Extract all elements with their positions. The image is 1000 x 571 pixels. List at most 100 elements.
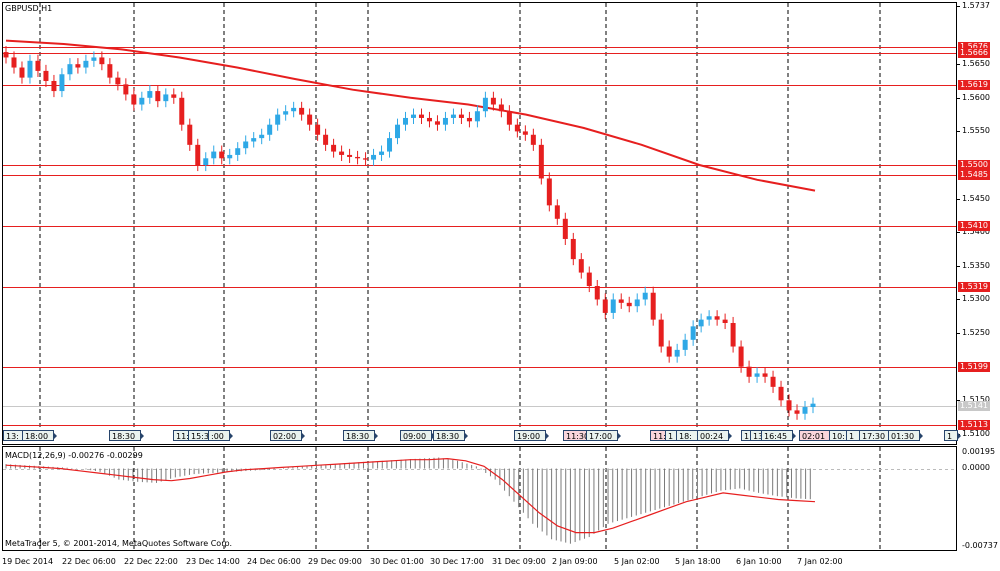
candle-body [490, 97, 496, 105]
indicator-min-label: -0.00737 [962, 541, 998, 550]
time-axis-label: 31 Dec 09:00 [492, 557, 546, 566]
time-axis-label: 5 Jan 18:00 [675, 557, 721, 566]
price-axis-label: 1.5600 [962, 93, 990, 102]
time-axis-label: 5 Jan 02:00 [614, 557, 660, 566]
candle-body [347, 154, 353, 157]
candle-body [714, 316, 720, 320]
candle-body [514, 124, 520, 132]
price-axis-label: 1.5250 [962, 328, 990, 337]
event-flag[interactable]: 02:00 [270, 430, 306, 441]
candle-body [498, 104, 504, 112]
candle-body [395, 124, 401, 139]
event-flag[interactable]: 19:00 [514, 430, 550, 441]
candle-body [83, 60, 89, 68]
candle-body [379, 151, 385, 155]
candle-body [35, 60, 41, 71]
candle-body [530, 134, 536, 145]
candle-body [642, 292, 648, 300]
candle-body [59, 74, 65, 92]
event-flag[interactable]: 01:30 [888, 430, 924, 441]
event-flag[interactable]: 18: [676, 430, 701, 441]
candle-body [75, 64, 81, 68]
candle-body [810, 403, 816, 408]
event-flag[interactable]: 00:24 [697, 430, 733, 441]
time-axis-label: 2 Jan 09:00 [552, 557, 598, 566]
time-axis-label: 30 Dec 01:00 [370, 557, 424, 566]
candle-body [538, 144, 544, 179]
candle-body [754, 373, 760, 377]
event-flag[interactable]: 18:30 [109, 430, 145, 441]
time-axis-label: 19 Dec 2014 [2, 557, 54, 566]
time-axis-label: 29 Dec 09:00 [308, 557, 362, 566]
price-axis-label: 1.5550 [962, 126, 990, 135]
candle-body [722, 319, 728, 323]
time-axis-label: 22 Dec 06:00 [62, 557, 116, 566]
time-axis-label: 23 Dec 14:00 [186, 557, 240, 566]
candle-body [770, 376, 776, 387]
time-axis-label: 30 Dec 17:00 [430, 557, 484, 566]
candle-body [786, 400, 792, 411]
candle-body [794, 410, 800, 414]
candle-body [123, 84, 129, 95]
candle-body [762, 373, 768, 377]
candle-body [355, 156, 361, 159]
event-flag[interactable]: 1 [944, 430, 962, 441]
event-flag[interactable]: 18:30 [343, 430, 379, 441]
candle-body [19, 67, 25, 78]
candle-body [658, 319, 664, 347]
event-flag[interactable]: 16:45 [761, 430, 797, 441]
candle-body [746, 366, 752, 377]
candle-body [594, 286, 600, 300]
candle-body [227, 154, 233, 159]
price-level-tag: 1.5199 [958, 362, 990, 372]
candle-body [698, 319, 704, 327]
candle-body [11, 57, 17, 68]
event-flag[interactable]: 17:30 [859, 430, 895, 441]
time-axis-label: 24 Dec 06:00 [247, 557, 301, 566]
candle-body [131, 94, 137, 105]
price-level-tag: 1.5319 [958, 282, 990, 292]
event-flag[interactable]: 17:00 [586, 430, 622, 441]
candle-body [482, 97, 488, 112]
candle-body [267, 124, 273, 135]
candle-body [466, 117, 472, 122]
candle-body [730, 322, 736, 347]
candle-body [650, 292, 656, 320]
candle-body [450, 114, 456, 118]
candle-body [634, 299, 640, 307]
price-axis-label: 1.5350 [962, 261, 990, 270]
copyright-text: MetaTrader 5, © 2001-2014, MetaQuotes So… [5, 539, 233, 548]
candle-body [163, 94, 169, 102]
candle-body [778, 386, 784, 401]
event-flag[interactable]: 09:00 [400, 430, 436, 441]
price-level-tag: 1.5676 [958, 42, 990, 52]
candle-body [187, 124, 193, 145]
price-axis-label: 1.5100 [962, 429, 990, 438]
candle-body [682, 339, 688, 350]
candle-body [666, 346, 672, 357]
candle-body [3, 52, 9, 58]
price-chart-area[interactable] [2, 2, 957, 445]
candle-body [179, 97, 185, 125]
event-flag[interactable]: 02:01 [799, 430, 835, 441]
event-flag[interactable]: 18:30 [433, 430, 469, 441]
candle-body [43, 70, 49, 81]
price-axis-label: 1.5650 [962, 59, 990, 68]
candle-body [139, 97, 145, 105]
indicator-area[interactable] [2, 446, 957, 551]
candle-body [387, 138, 393, 152]
candle-body [235, 148, 241, 155]
candle-body [626, 302, 632, 307]
candle-body [331, 144, 337, 152]
candle-body [259, 134, 265, 139]
candle-body [99, 57, 105, 65]
indicator-title: MACD(12,26,9) -0.00276 -0.00299 [5, 451, 143, 460]
event-flag[interactable]: :00 [208, 430, 233, 441]
event-flag[interactable]: 1 [846, 430, 864, 441]
candle-body [307, 114, 313, 125]
candle-body [283, 111, 289, 115]
candle-body [323, 134, 329, 145]
event-flag[interactable]: 18:00 [22, 430, 58, 441]
candle-body [171, 94, 177, 98]
